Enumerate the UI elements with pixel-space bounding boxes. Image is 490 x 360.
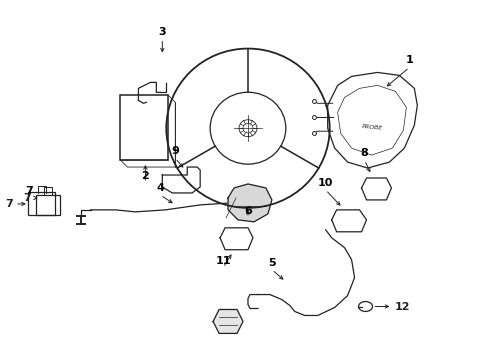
Bar: [36, 195, 60, 215]
Bar: [121, 95, 168, 160]
Text: 7: 7: [25, 186, 33, 196]
Text: 7: 7: [5, 199, 13, 209]
Text: PROBE: PROBE: [362, 124, 383, 131]
Text: 3: 3: [158, 27, 166, 37]
Text: 6: 6: [244, 206, 252, 216]
Text: 8: 8: [361, 148, 368, 158]
Polygon shape: [213, 310, 243, 333]
Text: 10: 10: [318, 178, 333, 188]
Text: 1: 1: [406, 55, 413, 66]
Text: 2: 2: [142, 171, 149, 181]
Text: 12: 12: [394, 302, 410, 311]
Text: 7: 7: [23, 193, 31, 203]
Text: 4: 4: [156, 183, 164, 193]
Text: 9: 9: [172, 146, 179, 156]
Text: 11: 11: [215, 256, 231, 266]
Text: 5: 5: [268, 258, 276, 268]
Polygon shape: [228, 184, 272, 222]
